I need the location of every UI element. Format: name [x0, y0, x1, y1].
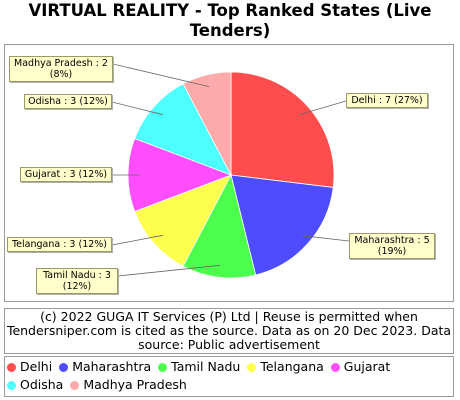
- slice-label: Telangana : 3 (12%): [7, 237, 112, 252]
- legend-label: Maharashtra: [72, 359, 152, 374]
- source-note: (c) 2022 GUGA IT Services (P) Ltd | Reus…: [4, 308, 454, 354]
- legend-label: Tamil Nadu: [171, 359, 241, 374]
- legend-label: Delhi: [20, 359, 53, 374]
- legend-label: Odisha: [20, 377, 64, 392]
- legend-item: Maharashtra: [59, 358, 151, 376]
- legend-swatch: [7, 363, 16, 372]
- legend-swatch: [158, 363, 168, 372]
- legend-item: Madhya Pradesh: [70, 376, 187, 394]
- legend-item: Odisha: [7, 376, 63, 394]
- leader-line: [111, 101, 163, 116]
- slice-label: Gujarat : 3 (12%): [20, 167, 112, 182]
- slice-label: Delhi : 7 (27%): [346, 93, 428, 108]
- pie-slice-madhya-pradesh: [182, 71, 232, 176]
- pie-slice-odisha: [134, 83, 232, 176]
- legend-label: Gujarat: [343, 359, 391, 374]
- chart-title: VIRTUAL REALITY - Top Ranked States (Liv…: [28, 1, 432, 40]
- leader-line: [112, 63, 210, 87]
- slice-label: Tamil Nadu : 3 (12%): [36, 268, 118, 294]
- legend-swatch: [247, 363, 257, 372]
- legend-swatch: [330, 363, 340, 372]
- leader-line: [111, 234, 163, 246]
- legend-item: Tamil Nadu: [158, 358, 240, 376]
- slice-label: Odisha : 3 (12%): [24, 94, 112, 109]
- slice-label: Madhya Pradesh : 2 (8%): [9, 56, 113, 82]
- leader-line: [117, 264, 221, 277]
- legend-item: Gujarat: [330, 358, 391, 376]
- legend: Delhi Maharashtra Tamil Nadu Telangana Gujar…: [4, 356, 454, 397]
- pie-slice-maharashtra: [230, 174, 334, 276]
- slice-label: Maharashtra : 5 (19%): [349, 233, 435, 259]
- legend-swatch: [7, 381, 16, 390]
- leader-line: [298, 100, 347, 116]
- legend-item: Telangana: [247, 358, 324, 376]
- legend-label: Telangana: [260, 359, 324, 374]
- legend-label: Madhya Pradesh: [83, 377, 187, 392]
- pie-slice-telangana: [134, 174, 232, 267]
- leader-line: [299, 234, 350, 242]
- legend-item: Delhi: [7, 358, 52, 376]
- pie-slice-tamil-nadu: [182, 173, 257, 279]
- legend-swatch: [59, 363, 69, 372]
- pie-slice-delhi: [230, 71, 335, 188]
- legend-swatch: [70, 381, 80, 390]
